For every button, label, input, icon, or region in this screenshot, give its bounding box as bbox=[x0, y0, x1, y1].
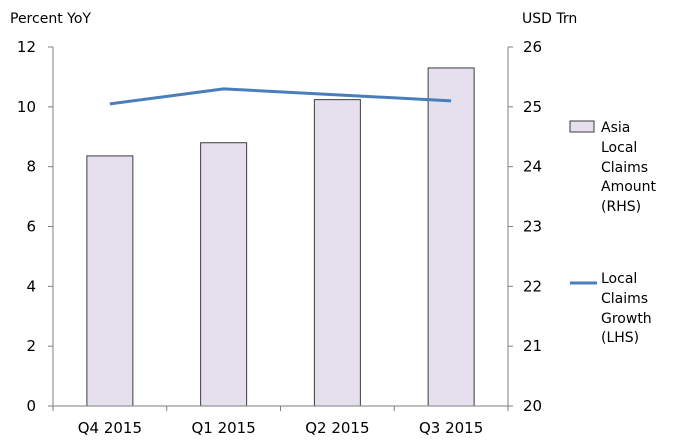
x-label-2: Q2 2015 bbox=[305, 419, 369, 437]
right-tick-label-3: 23 bbox=[523, 218, 542, 236]
right-tick-label-1: 21 bbox=[523, 337, 542, 355]
legend-line-line-2: Claims bbox=[601, 291, 648, 307]
legend-label-line: Local Claims Growth (LHS) bbox=[601, 271, 656, 346]
right-tick-label-6: 26 bbox=[523, 38, 542, 56]
right-axis-unit-label: USD Trn bbox=[522, 11, 577, 27]
legend-line-line-3: Growth bbox=[601, 311, 652, 327]
x-axis-ticks bbox=[52, 406, 509, 411]
left-tick-label-3: 6 bbox=[26, 218, 36, 236]
left-tick-label-5: 10 bbox=[17, 98, 36, 116]
legend-bar-line-1: Asia bbox=[601, 120, 630, 136]
left-tick-label-0: 0 bbox=[26, 397, 36, 415]
right-tick-label-5: 25 bbox=[523, 98, 542, 116]
bar-2 bbox=[313, 99, 361, 407]
legend-line-line-4: (LHS) bbox=[601, 330, 639, 346]
left-axis-unit-label: Percent YoY bbox=[10, 11, 91, 27]
growth-line bbox=[109, 87, 452, 106]
legend-bar-line-4: Amount bbox=[601, 179, 657, 195]
legend-swatch-bar bbox=[569, 120, 595, 133]
right-axis-ticks: 20 21 22 23 24 25 26 bbox=[508, 38, 542, 415]
legend-bar-line-3: Claims bbox=[601, 160, 648, 176]
legend: Asia Local Claims Amount (RHS) Local Cla… bbox=[569, 120, 660, 346]
left-tick-label-4: 8 bbox=[26, 158, 36, 176]
bar-0 bbox=[86, 155, 134, 407]
legend-line-line-1: Local bbox=[601, 271, 637, 287]
left-tick-label-6: 12 bbox=[17, 38, 36, 56]
left-tick-label-2: 4 bbox=[26, 277, 36, 295]
legend-bar-line-2: Local bbox=[601, 140, 637, 156]
right-tick-label-0: 20 bbox=[523, 397, 542, 415]
left-axis-ticks: 0 2 4 6 8 10 12 bbox=[17, 38, 53, 415]
bar-3 bbox=[427, 67, 475, 407]
right-tick-label-2: 22 bbox=[523, 277, 542, 295]
legend-label-bar: Asia Local Claims Amount (RHS) bbox=[601, 120, 660, 215]
x-label-3: Q3 2015 bbox=[419, 419, 483, 437]
left-tick-label-1: 2 bbox=[26, 337, 36, 355]
x-axis-labels: Q4 2015 Q1 2015 Q2 2015 Q3 2015 bbox=[78, 419, 484, 437]
x-label-0: Q4 2015 bbox=[78, 419, 142, 437]
line-series bbox=[109, 87, 452, 106]
legend-bar-line-5: (RHS) bbox=[601, 199, 641, 215]
x-label-1: Q1 2015 bbox=[191, 419, 255, 437]
right-tick-label-4: 24 bbox=[523, 158, 542, 176]
bar-series bbox=[86, 67, 475, 407]
bar-1 bbox=[200, 142, 248, 407]
